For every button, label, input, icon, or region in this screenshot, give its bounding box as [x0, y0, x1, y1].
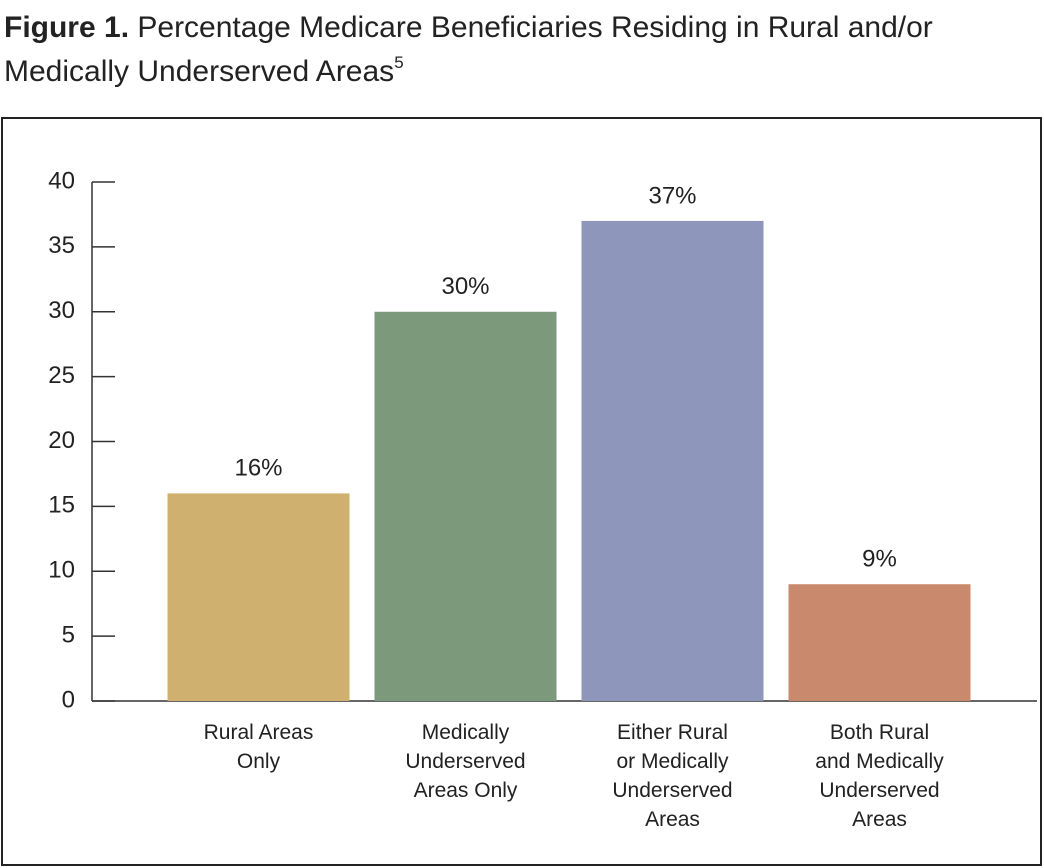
data-label: 16%	[234, 455, 282, 482]
x-tick-label: Medically Underserved Areas Only	[405, 721, 526, 802]
y-tick-label: 30	[48, 297, 75, 324]
y-tick-label: 35	[48, 232, 75, 259]
y-tick-label: 40	[48, 167, 75, 194]
y-tick-label: 10	[48, 557, 75, 584]
footnote-mark: 5	[394, 53, 404, 72]
x-tick-label: Rural Areas Only	[203, 721, 314, 773]
y-tick-label: 15	[48, 492, 75, 519]
bar	[374, 311, 557, 701]
frame	[1, 117, 1042, 866]
y-tick-label: 5	[62, 621, 75, 648]
x-tick-label: Both Rural and Medically Underserved Are…	[815, 721, 944, 831]
data-label: 37%	[648, 182, 696, 209]
title-text: Percentage Medicare Beneficiaries Residi…	[4, 11, 933, 88]
y-tick-label: 20	[48, 427, 75, 454]
chart-title: Figure 1. Percentage Medicare Beneficiar…	[4, 6, 1034, 94]
figure-label: Figure 1.	[4, 11, 130, 44]
y-tick-label: 0	[62, 686, 75, 713]
bar	[788, 584, 971, 701]
data-label: 30%	[441, 273, 489, 300]
y-tick-label: 25	[48, 362, 75, 389]
x-tick-label: Either Rural or Medically Underserved Ar…	[612, 721, 733, 831]
bar	[167, 493, 350, 701]
bar	[581, 220, 764, 702]
data-label: 9%	[862, 546, 897, 573]
